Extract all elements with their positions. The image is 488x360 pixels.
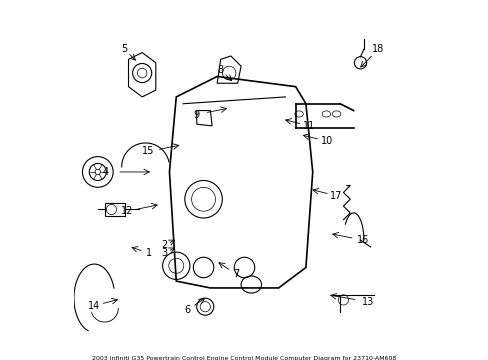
Text: 9: 9 [193, 110, 199, 120]
Text: 18: 18 [372, 44, 384, 54]
Text: 1: 1 [145, 248, 152, 258]
Text: 5: 5 [121, 44, 127, 54]
Text: 11: 11 [303, 121, 315, 131]
Text: 6: 6 [184, 305, 190, 315]
Text: 4: 4 [102, 167, 108, 177]
Text: 2: 2 [161, 240, 167, 250]
Text: 17: 17 [330, 191, 342, 201]
Text: 13: 13 [361, 297, 373, 307]
Text: 2003 Infiniti G35 Powertrain Control Engine Control Module Computer Diagram for : 2003 Infiniti G35 Powertrain Control Eng… [92, 356, 396, 360]
Text: 12: 12 [121, 206, 133, 216]
Text: 8: 8 [217, 64, 223, 75]
Text: 14: 14 [87, 301, 100, 311]
Text: 10: 10 [320, 136, 332, 146]
Text: 3: 3 [161, 248, 167, 258]
Text: 7: 7 [233, 269, 239, 279]
Text: 16: 16 [356, 235, 368, 245]
Text: 15: 15 [142, 147, 154, 157]
